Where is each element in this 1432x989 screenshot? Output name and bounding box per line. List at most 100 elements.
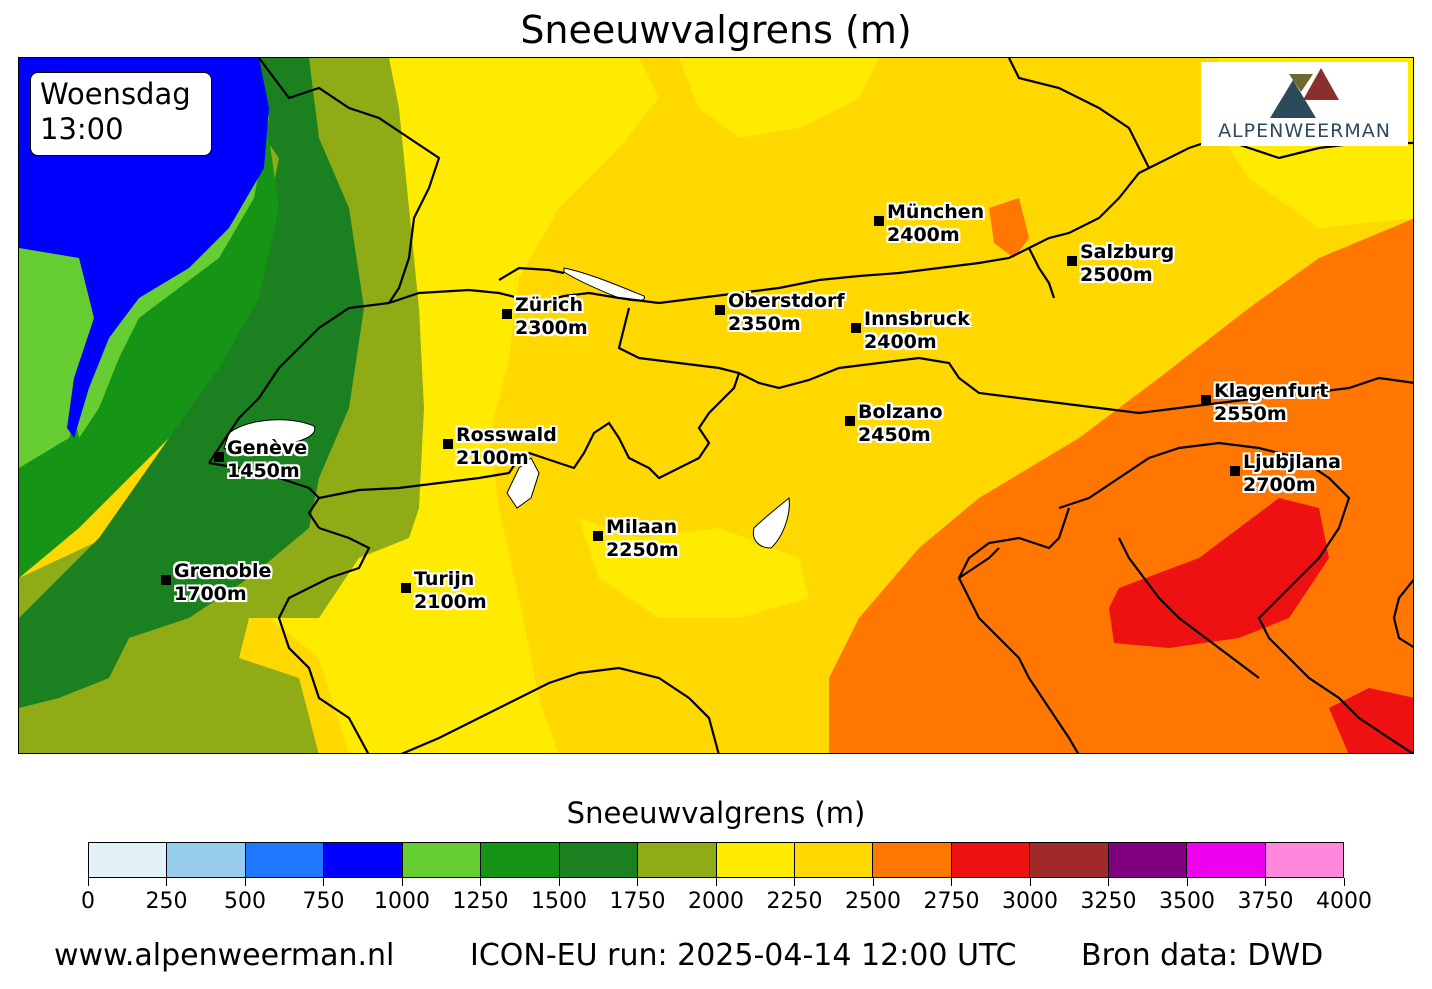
colorbar-segment bbox=[1187, 843, 1266, 877]
footer-site: www.alpenweerman.nl bbox=[54, 938, 395, 973]
colorbar-tick bbox=[1029, 878, 1031, 886]
colorbar-tick bbox=[794, 878, 795, 886]
city-name: Salzburg bbox=[1080, 241, 1175, 263]
city-marker-icon bbox=[593, 531, 603, 541]
colorbar bbox=[88, 842, 1344, 878]
colorbar-tick bbox=[401, 878, 403, 886]
colorbar-segment bbox=[794, 843, 874, 877]
map-title: Sneeuwvalgrens (m) bbox=[520, 8, 912, 52]
snowline-map bbox=[18, 57, 1414, 754]
city-marker-icon bbox=[502, 309, 512, 319]
colorbar-segment bbox=[716, 843, 795, 877]
colorbar-tick-label: 1250 bbox=[452, 889, 509, 914]
city-name: Genève bbox=[227, 437, 308, 459]
colorbar-segment bbox=[1265, 843, 1343, 877]
footer-run: ICON-EU run: 2025-04-14 12:00 UTC bbox=[470, 938, 1017, 973]
city-name: Grenoble bbox=[174, 560, 272, 582]
city-marker-icon bbox=[874, 216, 884, 226]
city-value: 2100m bbox=[414, 591, 487, 613]
city-name: Bolzano bbox=[858, 401, 943, 423]
colorbar-tick-label: 3500 bbox=[1159, 889, 1215, 914]
colorbar-tick bbox=[872, 878, 874, 886]
city-value: 2300m bbox=[515, 317, 588, 339]
colorbar-tick bbox=[951, 878, 952, 886]
city-marker-icon bbox=[401, 583, 411, 593]
colorbar-segment bbox=[638, 843, 717, 877]
colorbar-segment bbox=[89, 843, 168, 877]
colorbar-segment bbox=[481, 843, 560, 877]
footer-source: Bron data: DWD bbox=[1081, 938, 1324, 973]
forecast-hour: 13:00 bbox=[40, 112, 124, 146]
city-value: 2450m bbox=[858, 424, 931, 446]
colorbar-tick-label: 2750 bbox=[923, 889, 980, 914]
city-value: 2500m bbox=[1080, 264, 1153, 286]
colorbar-tick bbox=[1186, 878, 1188, 886]
colorbar-tick-label: 1000 bbox=[374, 889, 430, 914]
colorbar-tick-label: 250 bbox=[145, 889, 188, 914]
city-marker-icon bbox=[443, 439, 453, 449]
city-marker-icon bbox=[1067, 256, 1077, 266]
city-value: 2350m bbox=[728, 313, 801, 335]
city-marker-icon bbox=[1230, 466, 1240, 476]
colorbar-tick-label: 1750 bbox=[609, 889, 666, 914]
city-value: 2250m bbox=[606, 539, 679, 561]
colorbar-tick-label: 750 bbox=[302, 889, 345, 914]
city-marker-icon bbox=[851, 323, 861, 333]
colorbar-tick bbox=[244, 878, 246, 886]
colorbar-tick bbox=[87, 878, 89, 886]
colorbar-tick-label: 3750 bbox=[1237, 889, 1294, 914]
city-name: Oberstdorf bbox=[728, 290, 845, 312]
colorbar-tick bbox=[715, 878, 717, 886]
logo-text: ALPENWEERMAN bbox=[1218, 120, 1391, 142]
map-canvas bbox=[19, 58, 1413, 753]
colorbar-segment bbox=[559, 843, 639, 877]
city-name: Innsbruck bbox=[864, 308, 970, 330]
colorbar-tick bbox=[1343, 878, 1345, 886]
city-value: 2400m bbox=[887, 224, 960, 246]
colorbar-tick bbox=[480, 878, 481, 886]
city-value: 2700m bbox=[1243, 474, 1316, 496]
forecast-day: Woensdag bbox=[40, 77, 191, 111]
colorbar-segment bbox=[1108, 843, 1188, 877]
colorbar-segment bbox=[951, 843, 1031, 877]
city-value: 2400m bbox=[864, 331, 937, 353]
colorbar-tick-label: 2000 bbox=[688, 889, 744, 914]
colorbar-segment bbox=[167, 843, 246, 877]
city-name: Klagenfurt bbox=[1214, 380, 1329, 402]
city-name: München bbox=[887, 201, 985, 223]
alpenweerman-logo: ALPENWEERMAN bbox=[1201, 62, 1408, 146]
colorbar-tick bbox=[323, 878, 324, 886]
colorbar-segment bbox=[324, 843, 403, 877]
city-name: Turijn bbox=[414, 568, 475, 590]
colorbar-tick bbox=[1108, 878, 1109, 886]
colorbar-tick bbox=[558, 878, 560, 886]
colorbar-tick bbox=[637, 878, 638, 886]
colorbar-tick-label: 4000 bbox=[1316, 889, 1372, 914]
city-value: 1450m bbox=[227, 460, 300, 482]
colorbar-tick-label: 2500 bbox=[845, 889, 901, 914]
colorbar-segment bbox=[402, 843, 482, 877]
colorbar-tick bbox=[166, 878, 167, 886]
city-marker-icon bbox=[845, 416, 855, 426]
forecast-time-box: Woensdag 13:00 bbox=[30, 72, 212, 156]
colorbar-tick bbox=[1265, 878, 1266, 886]
colorbar-title: Sneeuwvalgrens (m) bbox=[566, 796, 866, 830]
city-value: 2550m bbox=[1214, 403, 1287, 425]
colorbar-segment bbox=[245, 843, 325, 877]
city-marker-icon bbox=[161, 575, 171, 585]
city-name: Rosswald bbox=[456, 424, 557, 446]
city-marker-icon bbox=[214, 452, 224, 462]
city-marker-icon bbox=[1201, 395, 1211, 405]
mountain-logo-icon bbox=[1270, 68, 1339, 118]
colorbar-tick-label: 1500 bbox=[531, 889, 587, 914]
city-marker-icon bbox=[715, 305, 725, 315]
city-name: Milaan bbox=[606, 516, 678, 538]
colorbar-segment bbox=[873, 843, 952, 877]
city-value: 1700m bbox=[174, 583, 247, 605]
city-name: Zürich bbox=[515, 294, 583, 316]
colorbar-tick-label: 3250 bbox=[1080, 889, 1137, 914]
colorbar-segment bbox=[1030, 843, 1109, 877]
city-value: 2100m bbox=[456, 447, 529, 469]
city-name: Ljubjlana bbox=[1243, 451, 1341, 473]
colorbar-tick-label: 500 bbox=[224, 889, 266, 914]
